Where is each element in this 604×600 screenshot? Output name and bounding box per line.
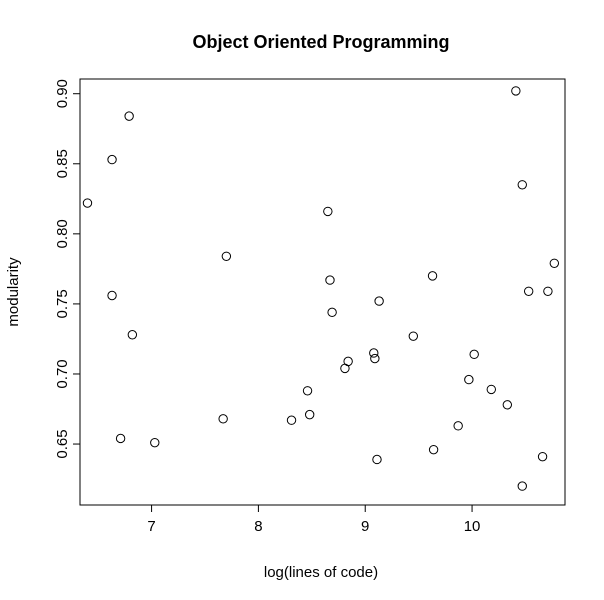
data-points — [82, 86, 560, 491]
y-tick-label: 0.75 — [54, 289, 71, 318]
data-point — [304, 409, 315, 420]
y-tick-label: 0.80 — [54, 219, 71, 248]
data-point — [428, 444, 439, 455]
data-point — [372, 454, 382, 465]
data-point — [511, 86, 521, 96]
data-point — [323, 206, 333, 217]
data-point — [427, 271, 438, 281]
data-point — [502, 400, 513, 410]
data-point — [218, 414, 228, 424]
data-point — [150, 437, 160, 448]
chart-title: Object Oriented Programming — [192, 32, 449, 52]
data-point — [369, 348, 379, 358]
data-point — [453, 421, 463, 431]
data-point — [537, 451, 548, 462]
data-point — [517, 180, 527, 190]
data-point — [107, 290, 117, 301]
data-point — [374, 296, 384, 306]
y-tick-label: 0.65 — [54, 429, 71, 458]
data-point — [370, 353, 380, 364]
data-point — [523, 286, 534, 296]
data-point — [286, 415, 297, 425]
data-point — [464, 374, 474, 385]
y-tick-label: 0.90 — [54, 79, 71, 108]
data-point — [469, 349, 479, 360]
data-point — [327, 307, 337, 318]
data-point — [343, 356, 353, 367]
data-point — [127, 330, 138, 340]
data-point — [325, 275, 335, 285]
data-point — [82, 198, 93, 208]
y-axis-label: modularity — [5, 257, 22, 327]
data-point — [408, 331, 419, 341]
data-point — [115, 433, 126, 444]
data-point — [302, 386, 313, 396]
data-point — [549, 258, 560, 268]
data-point — [124, 111, 134, 121]
x-tick-label: 7 — [147, 518, 155, 535]
y-axis: 0.65 0.70 0.75 0.80 0.85 0.90 — [54, 79, 81, 459]
y-tick-label: 0.85 — [54, 149, 71, 178]
data-point — [107, 154, 117, 165]
data-point — [221, 251, 232, 261]
data-point — [543, 286, 553, 296]
x-axis: 7 8 9 10 — [147, 504, 481, 535]
x-tick-label: 9 — [361, 518, 369, 535]
y-tick-label: 0.70 — [54, 359, 71, 388]
plot-frame — [79, 78, 566, 506]
data-point — [486, 384, 496, 395]
x-tick-label: 10 — [464, 518, 481, 535]
x-tick-label: 8 — [254, 518, 262, 535]
x-axis-label: log(lines of code) — [264, 564, 378, 581]
data-point — [517, 481, 527, 491]
